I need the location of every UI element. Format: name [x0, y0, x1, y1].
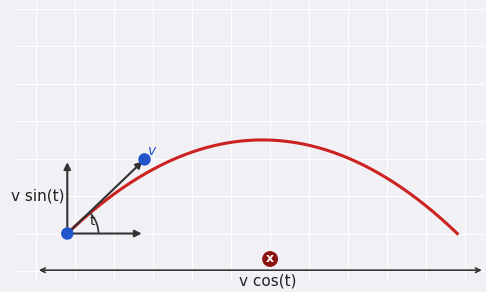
Text: x: x — [266, 253, 274, 265]
Text: v sin(t): v sin(t) — [11, 189, 64, 204]
Text: t: t — [90, 213, 95, 227]
Point — [266, 257, 274, 261]
Text: v: v — [148, 144, 156, 157]
Point — [63, 231, 71, 236]
Text: v cos(t): v cos(t) — [240, 274, 297, 289]
Point — [140, 157, 148, 162]
